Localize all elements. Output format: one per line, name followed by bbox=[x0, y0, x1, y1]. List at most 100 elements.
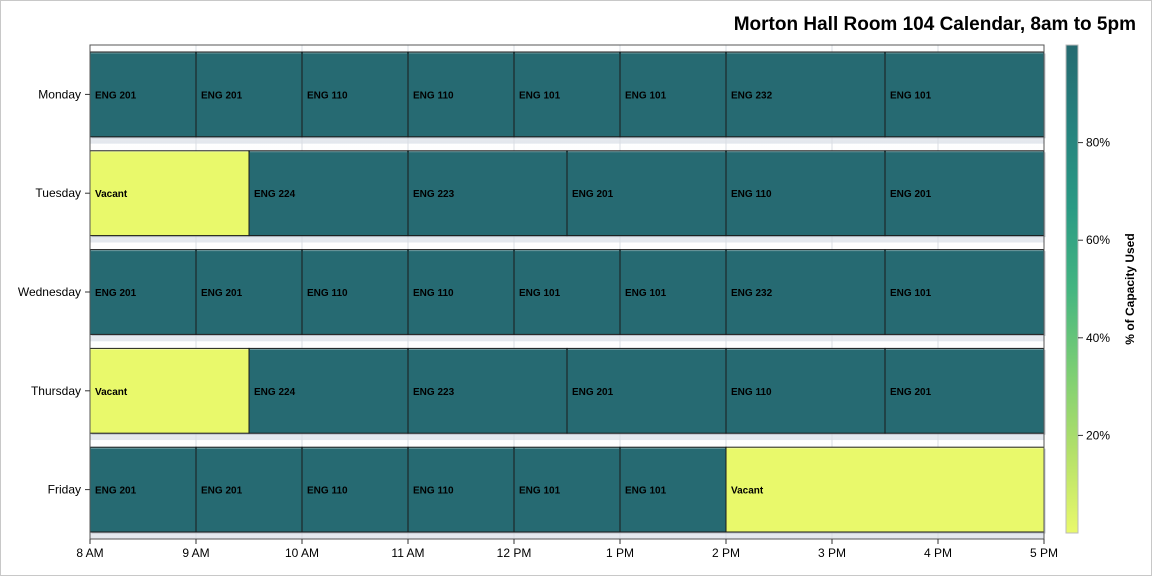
bar-rect bbox=[725, 249, 886, 335]
bar-label: ENG 101 bbox=[519, 288, 561, 299]
bar-label: ENG 101 bbox=[625, 90, 667, 101]
bar-rect bbox=[195, 446, 303, 533]
x-tick-label: 2 PM bbox=[712, 546, 740, 560]
bar-label: ENG 201 bbox=[890, 387, 932, 398]
bar-rect bbox=[725, 347, 886, 434]
bar-label: ENG 201 bbox=[890, 189, 932, 200]
bar-label: ENG 110 bbox=[307, 90, 348, 101]
bar-label: Vacant bbox=[95, 387, 128, 398]
x-tick-label: 12 PM bbox=[497, 546, 532, 560]
x-tick-label: 5 PM bbox=[1030, 546, 1058, 560]
colorbar-tick-label: 60% bbox=[1086, 233, 1110, 247]
bar-label: ENG 110 bbox=[307, 288, 348, 299]
bar-label: ENG 223 bbox=[413, 189, 455, 200]
bar-label: ENG 224 bbox=[254, 189, 296, 200]
bar-rect bbox=[407, 446, 515, 533]
bar-label: ENG 101 bbox=[625, 288, 667, 299]
booking-bar: ENG 110 bbox=[725, 150, 887, 238]
booking-bar: ENG 110 bbox=[407, 446, 516, 534]
bar-label: ENG 201 bbox=[201, 90, 243, 101]
bar-label: ENG 110 bbox=[731, 387, 772, 398]
bar-rect bbox=[301, 51, 409, 138]
bar-label: ENG 101 bbox=[519, 486, 561, 497]
booking-bar: ENG 232 bbox=[725, 51, 887, 139]
booking-bar: ENG 110 bbox=[301, 446, 410, 534]
bar-label: ENG 201 bbox=[95, 486, 137, 497]
booking-bar: ENG 101 bbox=[619, 249, 728, 336]
bar-rect bbox=[725, 446, 1045, 533]
bar-rect bbox=[513, 446, 621, 533]
bar-label: ENG 101 bbox=[625, 486, 667, 497]
bar-rect bbox=[725, 150, 886, 237]
booking-bar: ENG 110 bbox=[301, 249, 410, 336]
bar-label: Vacant bbox=[731, 486, 764, 497]
bar-label: ENG 223 bbox=[413, 387, 455, 398]
bar-label: ENG 232 bbox=[731, 288, 773, 299]
booking-bar: Vacant bbox=[725, 446, 1046, 534]
x-tick-label: 10 AM bbox=[285, 546, 319, 560]
bar-rect bbox=[89, 446, 197, 533]
axes: 8 AM 9 AM 10 AM 11 AM 12 PM 1 PM 2 PM 3 PM 4 PM 5… bbox=[18, 44, 1058, 560]
booking-bar: ENG 224 bbox=[248, 347, 410, 435]
x-tick-label: 8 AM bbox=[76, 546, 103, 560]
booking-bar: ENG 223 bbox=[407, 347, 569, 435]
booking-bar: ENG 101 bbox=[513, 446, 622, 534]
bar-rect bbox=[407, 51, 515, 138]
booking-bar: ENG 201 bbox=[195, 249, 304, 336]
booking-bar: ENG 232 bbox=[725, 249, 887, 336]
bar-rect bbox=[884, 249, 1045, 335]
colorbar-title: % of Capacity Used bbox=[1123, 233, 1137, 344]
bar-rect bbox=[89, 150, 250, 237]
x-tick-label: 1 PM bbox=[606, 546, 634, 560]
x-tick-label: 3 PM bbox=[818, 546, 846, 560]
booking-bar: ENG 101 bbox=[619, 51, 728, 139]
booking-bar: ENG 201 bbox=[884, 347, 1046, 435]
bar-label: ENG 201 bbox=[572, 189, 614, 200]
y-tick-label: Friday bbox=[48, 483, 81, 497]
bar-rect bbox=[619, 446, 727, 533]
booking-bar: ENG 110 bbox=[301, 51, 410, 139]
bar-label: ENG 101 bbox=[890, 90, 932, 101]
booking-bar: ENG 101 bbox=[513, 249, 622, 336]
booking-bar: ENG 110 bbox=[725, 347, 887, 435]
x-tick-label: 4 PM bbox=[924, 546, 952, 560]
booking-bar: ENG 110 bbox=[407, 249, 516, 336]
booking-bar: ENG 223 bbox=[407, 150, 569, 238]
booking-bar: ENG 110 bbox=[407, 51, 516, 139]
bar-rect bbox=[407, 347, 568, 434]
colorbar-tick-label: 40% bbox=[1086, 331, 1110, 345]
y-tick-label: Tuesday bbox=[35, 186, 81, 200]
booking-bar: ENG 201 bbox=[89, 249, 198, 336]
bar-rect bbox=[884, 51, 1045, 138]
booking-bar: ENG 201 bbox=[566, 347, 728, 435]
bar-label: Vacant bbox=[95, 189, 128, 200]
booking-bar: ENG 101 bbox=[884, 249, 1046, 336]
bar-label: ENG 224 bbox=[254, 387, 296, 398]
bar-rect bbox=[884, 150, 1045, 237]
bar-label: ENG 232 bbox=[731, 90, 773, 101]
bar-label: ENG 201 bbox=[572, 387, 614, 398]
bar-rect bbox=[619, 51, 727, 138]
bar-label: ENG 201 bbox=[95, 288, 137, 299]
bar-rect bbox=[89, 249, 197, 335]
bar-label: ENG 110 bbox=[413, 90, 454, 101]
booking-bar: ENG 201 bbox=[89, 446, 198, 534]
x-tick-label: 11 AM bbox=[391, 546, 424, 560]
booking-bar: ENG 201 bbox=[195, 51, 304, 139]
bar-rect bbox=[884, 347, 1045, 434]
bar-label: ENG 110 bbox=[731, 189, 772, 200]
bar-label: ENG 201 bbox=[201, 288, 243, 299]
bar-label: ENG 201 bbox=[95, 90, 137, 101]
bar-label: ENG 110 bbox=[413, 288, 454, 299]
bar-rect bbox=[513, 51, 621, 138]
y-tick-label: Monday bbox=[38, 87, 81, 101]
bar-rect bbox=[195, 51, 303, 138]
booking-bar: Vacant bbox=[89, 150, 251, 238]
booking-bar: ENG 101 bbox=[619, 446, 728, 534]
booking-bar: ENG 224 bbox=[248, 150, 410, 238]
booking-bar: ENG 101 bbox=[513, 51, 622, 139]
y-tick-label: Wednesday bbox=[18, 285, 81, 299]
booking-bar: ENG 201 bbox=[566, 150, 728, 238]
bar-label: ENG 110 bbox=[413, 486, 454, 497]
